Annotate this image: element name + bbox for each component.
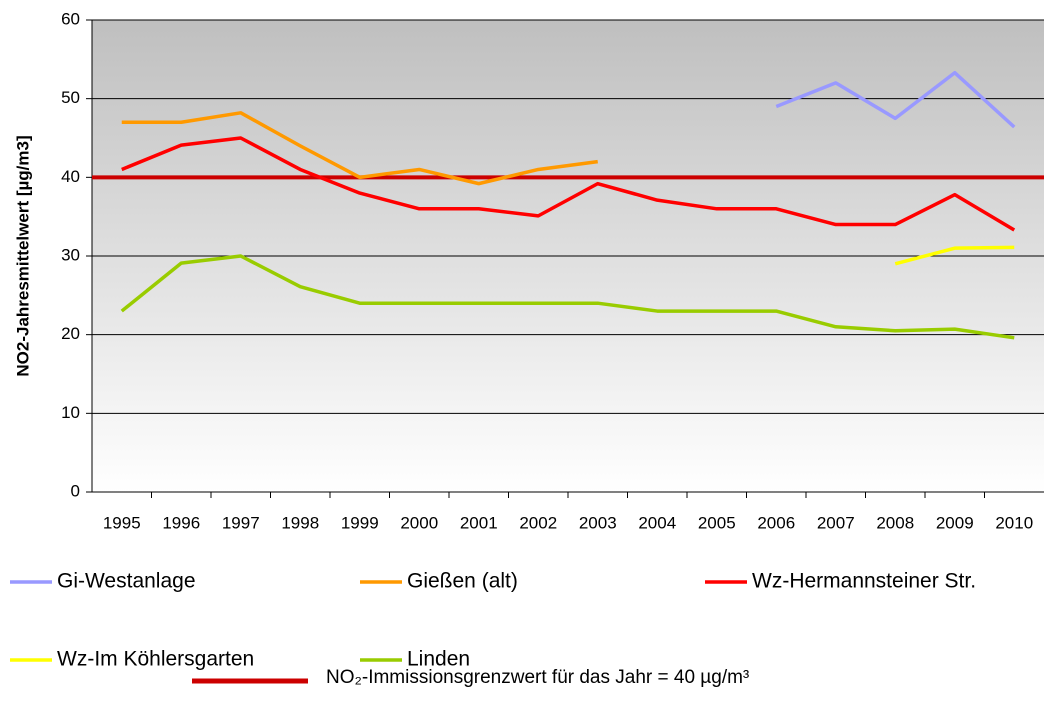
y-tick-label: 40 (61, 167, 80, 186)
x-tick-label: 2001 (460, 513, 498, 532)
legend-label: Gi-Westanlage (57, 570, 196, 593)
y-tick-label: 60 (61, 9, 80, 28)
y-tick-label: 0 (71, 481, 80, 500)
series-line (120, 254, 1015, 340)
legend-label: Wz-Hermannsteiner Str. (752, 570, 976, 593)
legend-label: Wz-Im Köhlersgarten (57, 648, 254, 671)
x-tick-label: 2007 (817, 513, 855, 532)
x-tick-label: 1995 (103, 513, 141, 532)
x-tick-label: 2005 (698, 513, 736, 532)
x-tick-label: 2009 (936, 513, 974, 532)
y-tick-label: 50 (61, 88, 80, 107)
y-axis-label: NO2-Jahresmittelwert [µg/m3] (13, 135, 32, 376)
x-tick-label: 2003 (579, 513, 617, 532)
x-tick-label: 2008 (876, 513, 914, 532)
legend-label: Linden (407, 648, 470, 671)
legend-label: Gießen (alt) (407, 570, 518, 593)
x-tick-label: 2002 (519, 513, 557, 532)
y-tick-label: 20 (61, 324, 80, 343)
y-tick-label: 30 (61, 245, 80, 264)
x-tick-label: 2004 (638, 513, 676, 532)
series-line (894, 245, 1015, 266)
x-tick-label: 1999 (341, 513, 379, 532)
x-tick-label: 2010 (995, 513, 1033, 532)
x-tick-label: 1997 (222, 513, 260, 532)
series-line (121, 136, 1016, 232)
y-tick-label: 10 (61, 403, 80, 422)
x-tick-label: 2000 (400, 513, 438, 532)
x-tick-label: 1996 (162, 513, 200, 532)
series-line (775, 70, 1016, 129)
x-tick-label: 2006 (757, 513, 795, 532)
series-line (121, 111, 598, 186)
legend-label: NO₂-Immissionsgrenzwert für das Jahr = 4… (326, 667, 749, 688)
x-tick-label: 1998 (281, 513, 319, 532)
